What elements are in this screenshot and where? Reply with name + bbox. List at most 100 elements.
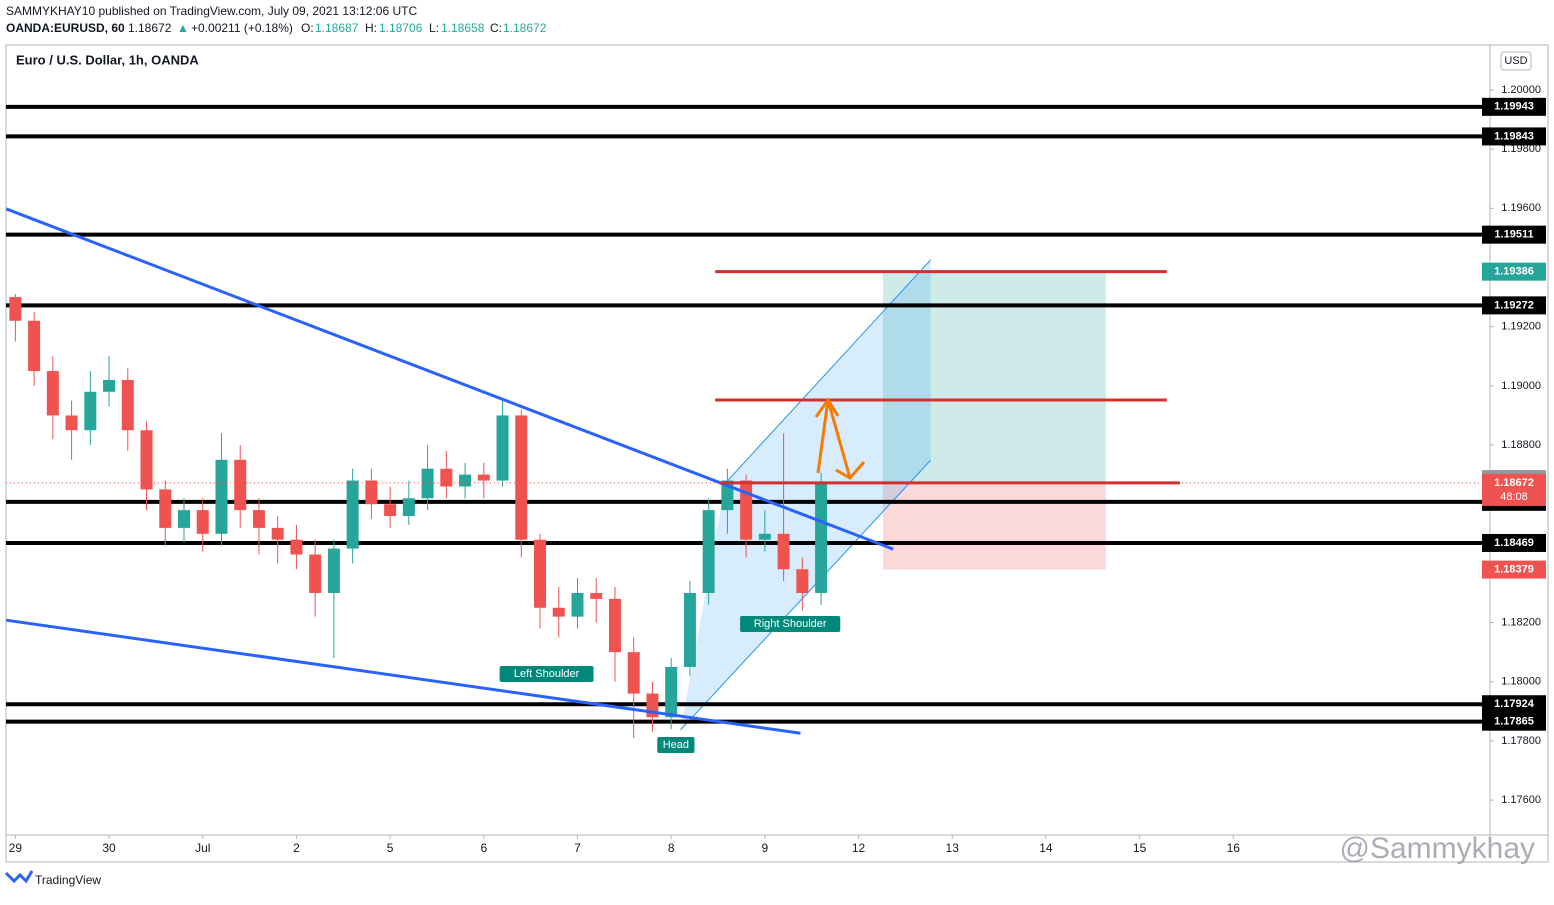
candle-body [234, 459, 247, 511]
candle-body [159, 489, 172, 528]
pattern-label-box [740, 616, 841, 633]
level-label-box [1482, 225, 1546, 244]
currency: USD [1504, 55, 1527, 67]
candle-body [46, 371, 59, 416]
channel-lower [680, 459, 932, 731]
candle-body [65, 415, 78, 431]
quote-label: C: [490, 21, 502, 35]
level-label-box [1482, 296, 1546, 315]
candle-body [271, 527, 284, 540]
projection-arrows [814, 397, 866, 480]
level-label: 1.19943 [1494, 101, 1534, 113]
currency-box [1500, 51, 1532, 71]
level-label-box [1482, 127, 1546, 146]
level-label: 1.18469 [1494, 537, 1534, 549]
trendline [5, 207, 894, 551]
pattern-label-box [499, 666, 594, 683]
chart-title: Euro / U.S. Dollar, 1h, OANDA [16, 52, 199, 67]
candle-body [477, 474, 490, 481]
candle-body [327, 548, 340, 593]
plot: Left Shoulder Head Right Shoulder [5, 104, 1490, 754]
candle-body [777, 533, 790, 570]
candle-body [627, 652, 640, 694]
candle-body [815, 482, 828, 593]
candle-body [346, 480, 359, 549]
candle-body [421, 468, 434, 499]
candle-body [402, 498, 415, 517]
arrow-head [814, 397, 840, 418]
x-tick-label: 12 [852, 841, 866, 855]
quote-label: H: [365, 21, 377, 35]
candle-body [290, 539, 303, 555]
channel-fill [680, 259, 931, 730]
x-tick-label: 15 [1133, 841, 1147, 855]
candle-body [9, 297, 22, 321]
x-tick-label: 30 [102, 841, 116, 855]
x-tick-label: 7 [574, 841, 581, 855]
y-tick-label: 1.19200 [1501, 321, 1541, 333]
candle-body [440, 468, 453, 487]
candle-body [84, 391, 97, 431]
price-label-box [1482, 560, 1546, 579]
price-label-box [1482, 262, 1546, 281]
x-tick-label: 5 [387, 841, 394, 855]
x-tick-label: 8 [668, 841, 675, 855]
y-tick-label: 1.19800 [1501, 143, 1541, 155]
pattern-label: Head [663, 739, 689, 751]
brand: TradingView [35, 873, 101, 887]
quote-label: L: [429, 21, 439, 35]
x-tick-label: 6 [480, 841, 487, 855]
candle-body [740, 480, 753, 540]
candle-body [534, 539, 547, 608]
level-label-box [1482, 533, 1546, 552]
quote-line: OANDA:EURUSD, 60 1.18672 ▲ +0.00211 (+0.… [6, 21, 547, 35]
price-label: 1.18672 [1494, 477, 1534, 489]
level-label: 1.19272 [1494, 299, 1534, 311]
level-label: 1.17865 [1494, 716, 1534, 728]
pattern-label: Left Shoulder [514, 668, 580, 680]
y-tick-label: 1.18000 [1501, 676, 1541, 688]
y-tick-label: 1.19000 [1501, 380, 1541, 392]
candle-body [365, 480, 378, 505]
candle-body [459, 474, 472, 487]
candle-body [215, 459, 228, 534]
quote-value: 1.18658 [441, 21, 485, 35]
countdown: 48:08 [1500, 491, 1528, 503]
y-tick-label: 1.19600 [1501, 202, 1541, 214]
y-tick-label: 1.18200 [1501, 616, 1541, 628]
candle-body [796, 569, 809, 593]
level-label-box [1482, 712, 1546, 731]
quote-value: 1.18672 [503, 21, 547, 35]
arrow-head [835, 461, 866, 480]
channel-upper [725, 259, 932, 484]
level-label: 1.19511 [1494, 229, 1533, 241]
pattern-label-box [657, 737, 695, 754]
price-label-box [1482, 473, 1546, 506]
symbol: OANDA:EURUSD, 60 [6, 21, 125, 35]
trendline [6, 618, 801, 735]
candle-body [496, 415, 509, 481]
y-tick-label: 1.17800 [1501, 735, 1541, 747]
watermark: @Sammykhay [1340, 832, 1536, 865]
candle-body [515, 415, 528, 540]
chart-frame [5, 44, 1549, 863]
x-tick-label: Jul [195, 841, 210, 855]
y-tick-label: 1.20000 [1501, 84, 1541, 96]
candle-body [28, 320, 41, 372]
loss-zone [882, 482, 1106, 570]
candle-body [552, 607, 565, 617]
quote-value: 1.18687 [315, 21, 359, 35]
y-tick-label: 1.18800 [1501, 439, 1541, 451]
level-label-box [1482, 97, 1546, 116]
change: +0.00211 (+0.18%) [191, 21, 293, 35]
arrow: ▲ [177, 21, 189, 35]
candle-body [590, 592, 603, 599]
level-label: 1.19843 [1494, 130, 1534, 142]
candle-body [103, 379, 116, 392]
x-tick-label: 14 [1039, 841, 1053, 855]
candle-body [608, 598, 621, 653]
candle-body [252, 510, 265, 528]
candle-body [702, 510, 715, 593]
candle-body [683, 592, 696, 667]
candle-body [665, 666, 678, 718]
